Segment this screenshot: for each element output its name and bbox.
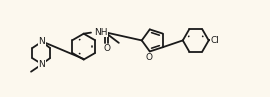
Text: N: N bbox=[39, 60, 45, 69]
Text: Cl: Cl bbox=[210, 36, 219, 45]
Text: N: N bbox=[39, 37, 45, 46]
Text: N: N bbox=[39, 60, 45, 69]
Text: O: O bbox=[103, 44, 110, 53]
Text: NH: NH bbox=[94, 28, 108, 37]
Text: N: N bbox=[39, 37, 45, 46]
Text: O: O bbox=[145, 53, 152, 62]
Text: N: N bbox=[39, 37, 45, 46]
